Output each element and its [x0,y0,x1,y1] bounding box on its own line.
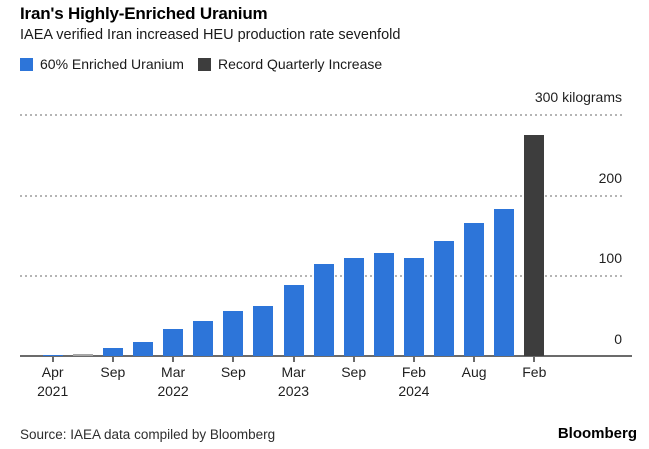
bar [283,285,304,356]
bar [524,134,545,356]
x-axis-tick [533,357,536,362]
x-axis-tick [172,357,175,362]
x-axis-year-label: 2021 [37,383,69,399]
legend-item: 60% Enriched Uranium [20,56,184,72]
x-axis-tick [412,357,415,362]
gridline [20,194,622,197]
bar [253,305,274,356]
legend-swatch [197,57,211,71]
bloomberg-logo: Bloomberg [557,425,637,442]
x-axis-year-label: 2023 [277,383,310,399]
bar [163,329,184,356]
x-axis-tick [352,357,355,362]
y-axis-label: 100 [598,250,622,267]
legend-label: Record Quarterly Increase [217,56,383,72]
x-axis-label: Feb [522,364,547,380]
x-axis-label: Apr [41,364,64,380]
bar [102,347,123,356]
x-axis-label: Feb [401,364,426,380]
bar [133,341,153,356]
legend-swatch [20,57,33,71]
chart-title: Iran's Highly-Enriched Uranium [20,4,268,23]
bar [373,252,394,356]
bar [42,355,63,356]
bar [193,321,214,356]
bar [434,241,454,356]
bar [494,209,515,356]
y-axis-label: 0 [614,331,622,347]
x-axis-label: Aug [461,364,487,380]
gridline [20,114,622,117]
x-axis-label: Sep [220,364,246,380]
y-axis-label: 200 [598,169,622,186]
x-axis-tick [473,357,476,362]
source-note: Source: IAEA data compiled by Bloomberg [20,427,276,442]
x-axis-tick [232,357,235,362]
bar [223,311,244,356]
x-axis-label: Mar [281,364,306,380]
x-axis-label: Mar [161,364,186,380]
x-axis-tick [51,357,54,362]
x-axis-year-label: 2022 [157,383,189,399]
x-axis-label: Sep [100,364,126,380]
legend-item: Record Quarterly Increase [197,56,383,72]
x-axis-year-label: 2024 [398,383,430,399]
bar [464,223,485,356]
x-axis-line [20,355,632,357]
x-axis-label: Sep [341,364,367,380]
bar [343,257,364,356]
bar [72,353,93,356]
chart-subtitle: IAEA verified Iran increased HEU product… [20,27,401,43]
bar [313,264,334,356]
bar [403,258,424,356]
legend-label: 60% Enriched Uranium [40,56,184,72]
x-axis-tick [292,357,295,362]
x-axis-tick [111,357,114,362]
chart-legend: 60% Enriched Uranium Record Quarterly Inc… [20,56,382,72]
y-axis-label: 300 kilograms [534,89,622,106]
plot-area: 300 kilograms 200 100 0 Apr 2021 Sep Mar 2022 Sep… [20,0,632,405]
